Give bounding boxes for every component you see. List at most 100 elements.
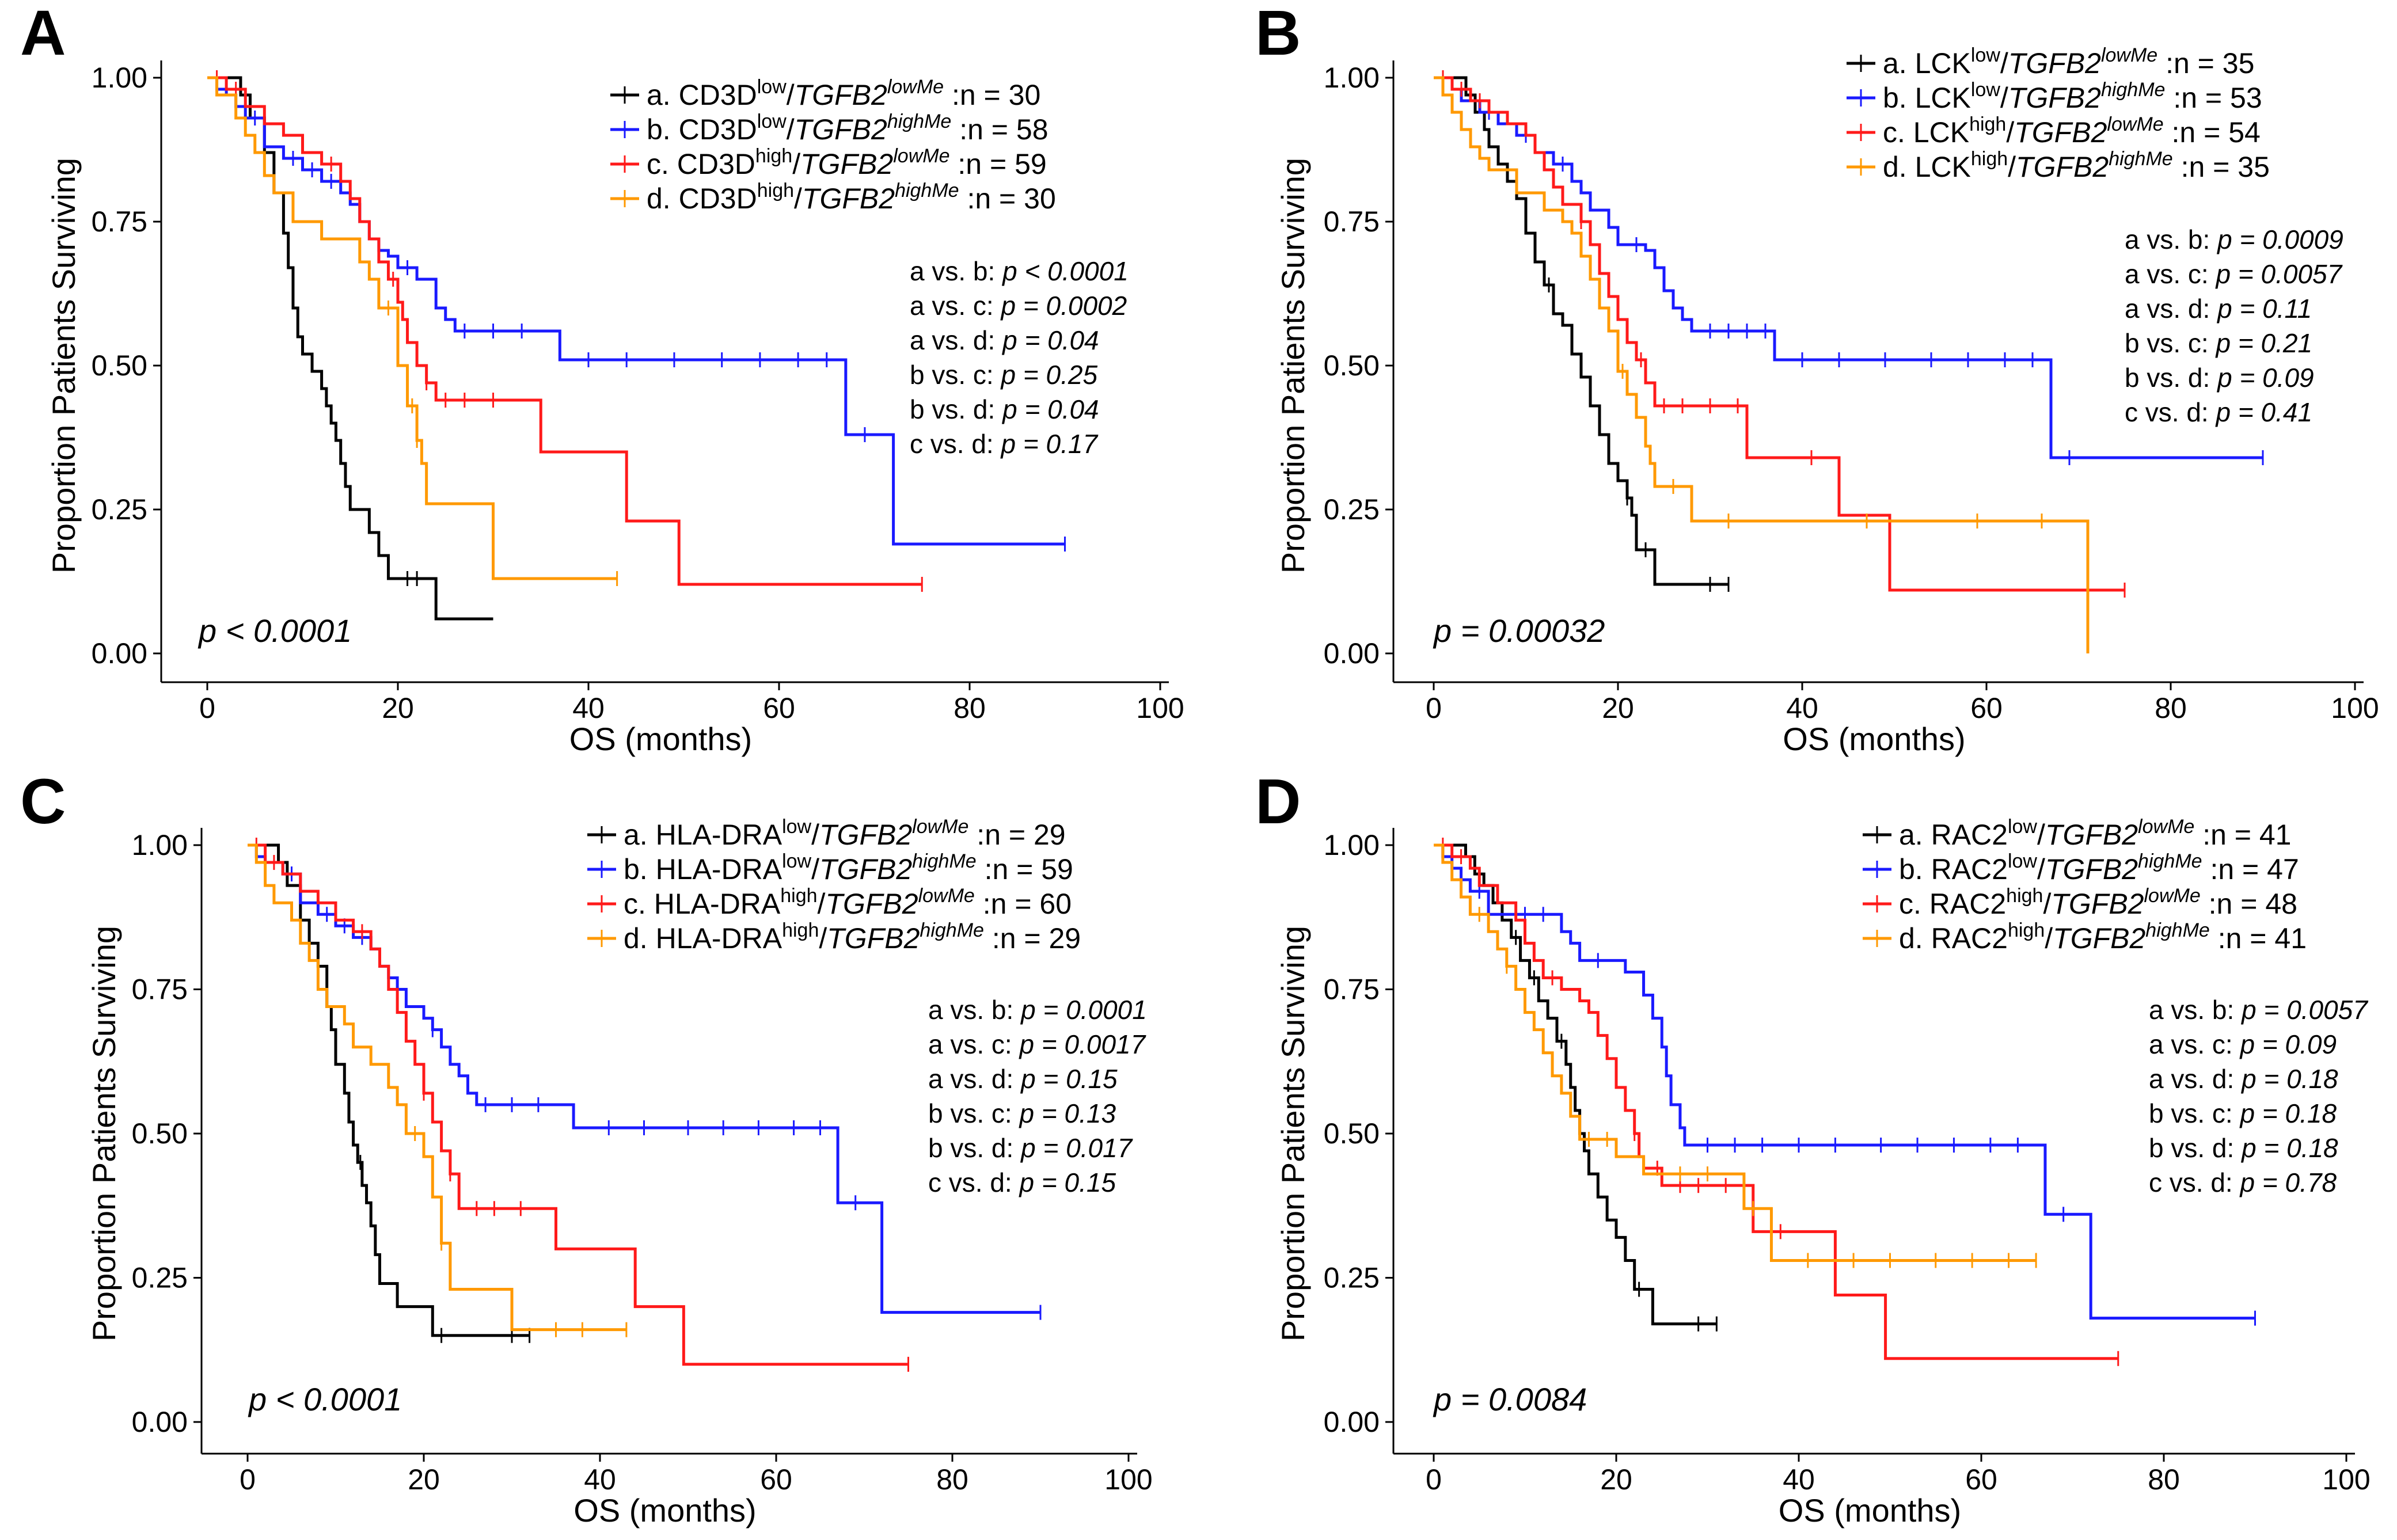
comparison-stat: b vs. d: p = 0.09 — [2125, 363, 2314, 393]
comparison-stat: a vs. b: p = 0.0001 — [928, 995, 1147, 1025]
x-tick-label: 60 — [1965, 1463, 1997, 1496]
x-axis-title: OS (months) — [1783, 721, 1965, 757]
survival-curve-a — [207, 76, 493, 621]
x-tick-label: 0 — [199, 692, 215, 724]
x-tick-label: 0 — [1426, 1463, 1442, 1496]
comparison-stat: a vs. c: p = 0.0002 — [910, 291, 1127, 321]
x-axis-title: OS (months) — [1779, 1492, 1961, 1528]
y-tick-label: 1.00 — [1324, 829, 1380, 861]
x-tick-label: 60 — [763, 692, 795, 724]
survival-curve-c — [248, 843, 909, 1366]
survival-curve-c — [1434, 76, 2125, 592]
x-tick-label: 20 — [382, 692, 414, 724]
x-tick-label: 80 — [936, 1463, 968, 1496]
comparison-stat: b vs. d: p = 0.04 — [910, 394, 1099, 424]
comparison-stat: c vs. d: p = 0.15 — [928, 1168, 1116, 1197]
x-tick-label: 60 — [1970, 692, 2003, 724]
panel-letter: C — [20, 766, 66, 837]
y-tick-label: 1.00 — [92, 62, 147, 94]
comparison-stat: a vs. d: p = 0.11 — [2125, 294, 2312, 324]
survival-curve-b — [1434, 843, 2255, 1320]
y-tick-label: 1.00 — [132, 829, 188, 861]
survival-curve-d — [1434, 76, 2090, 653]
y-axis-title: Proportion Patients Surviving — [1275, 158, 1311, 573]
overall-p-value: p = 0.00032 — [1433, 613, 1605, 649]
comparison-stat: b vs. d: p = 0.017 — [928, 1133, 1133, 1163]
y-tick-label: 0.50 — [132, 1117, 188, 1150]
x-tick-label: 20 — [408, 1463, 440, 1496]
km-panel-a: A 0.00 0.25 0.50 0.75 1.00 0 20 40 60 80 100 OS (mon… — [20, 0, 1184, 757]
y-tick-label: 1.00 — [1324, 62, 1380, 94]
overall-p-value: p < 0.0001 — [197, 613, 352, 649]
y-axis-title: Proportion Patients Surviving — [1275, 926, 1311, 1341]
panel-letter: B — [1255, 0, 1301, 69]
legend-entry-d: d. CD3Dhigh/TGFB2highMe :n = 30 — [647, 180, 1056, 215]
legend-entry-b: b. HLA-DRAlow/TGFB2highMe :n = 59 — [624, 850, 1073, 885]
x-tick-label: 40 — [1786, 692, 1818, 724]
comparison-stat: a vs. c: p = 0.0017 — [928, 1029, 1146, 1059]
x-axis-title: OS (months) — [569, 721, 752, 757]
legend-entry-a: a. CD3Dlow/TGFB2lowMe :n = 30 — [647, 76, 1040, 111]
y-tick-label: 0.00 — [1324, 637, 1380, 670]
legend-entry-d: d. RAC2high/TGFB2highMe :n = 41 — [1899, 919, 2307, 955]
comparison-stat: c vs. d: p = 0.17 — [910, 429, 1098, 459]
survival-curve-c — [207, 76, 922, 586]
comparison-stat: c vs. d: p = 0.41 — [2125, 397, 2312, 427]
x-tick-label: 100 — [2322, 1463, 2370, 1496]
y-tick-label: 0.50 — [1324, 349, 1380, 382]
y-tick-label: 0.25 — [92, 493, 147, 526]
y-tick-label: 0.75 — [92, 206, 147, 238]
panel-letter: D — [1255, 766, 1301, 837]
x-axis-title: OS (months) — [573, 1492, 756, 1528]
x-tick-label: 0 — [1426, 692, 1442, 724]
comparison-stat: b vs. d: p = 0.18 — [2149, 1133, 2338, 1163]
y-tick-label: 0.25 — [132, 1262, 188, 1294]
x-tick-label: 80 — [2148, 1463, 2180, 1496]
x-tick-label: 80 — [954, 692, 986, 724]
x-tick-label: 100 — [1104, 1463, 1152, 1496]
comparison-stat: a vs. d: p = 0.18 — [2149, 1064, 2338, 1094]
legend-entry-b: b. CD3Dlow/TGFB2highMe :n = 58 — [647, 111, 1049, 146]
legend-entry-a: a. RAC2low/TGFB2lowMe :n = 41 — [1899, 816, 2292, 851]
comparison-stat: c vs. d: p = 0.78 — [2149, 1168, 2337, 1197]
survival-curve-d — [207, 76, 617, 580]
km-panel-b: B 0.00 0.25 0.50 0.75 1.00 0 20 40 60 80 100 OS (mon… — [1255, 0, 2379, 757]
comparison-stat: a vs. c: p = 0.09 — [2149, 1029, 2337, 1059]
survival-curve-c — [1434, 843, 2118, 1360]
x-tick-label: 0 — [240, 1463, 256, 1496]
comparison-stat: a vs. c: p = 0.0057 — [2125, 259, 2343, 289]
x-tick-label: 20 — [1600, 1463, 1632, 1496]
comparison-stat: a vs. d: p = 0.15 — [928, 1064, 1118, 1094]
y-tick-label: 0.00 — [132, 1406, 188, 1438]
y-tick-label: 0.00 — [1324, 1406, 1380, 1438]
legend-entry-a: a. HLA-DRAlow/TGFB2lowMe :n = 29 — [624, 816, 1066, 851]
comparison-stat: a vs. b: p = 0.0057 — [2149, 995, 2368, 1025]
panel-letter: A — [20, 0, 66, 69]
comparison-stat: b vs. c: p = 0.25 — [910, 360, 1097, 390]
survival-curve-a — [248, 843, 530, 1337]
legend-entry-b: b. LCKlow/TGFB2highMe :n = 53 — [1883, 79, 2262, 114]
x-tick-label: 100 — [2331, 692, 2379, 724]
legend-entry-a: a. LCKlow/TGFB2lowMe :n = 35 — [1883, 44, 2254, 79]
x-tick-label: 20 — [1602, 692, 1634, 724]
y-tick-label: 0.75 — [1324, 974, 1380, 1006]
survival-curve-d — [248, 843, 626, 1332]
survival-curve-a — [1434, 843, 1717, 1326]
km-panel-c: C 0.00 0.25 0.50 0.75 1.00 0 20 40 60 80 100 OS (mon… — [20, 766, 1153, 1528]
comparison-stat: b vs. c: p = 0.13 — [928, 1098, 1116, 1128]
y-tick-label: 0.25 — [1324, 1262, 1380, 1294]
legend-entry-c: c. LCKhigh/TGFB2lowMe :n = 54 — [1883, 113, 2261, 149]
y-tick-label: 0.75 — [1324, 206, 1380, 238]
overall-p-value: p = 0.0084 — [1433, 1381, 1587, 1417]
legend-entry-d: d. HLA-DRAhigh/TGFB2highMe :n = 29 — [624, 919, 1081, 955]
survival-curve-a — [1434, 76, 1729, 586]
y-tick-label: 0.50 — [92, 349, 147, 382]
comparison-stat: b vs. c: p = 0.21 — [2125, 328, 2312, 358]
km-panel-d: D 0.00 0.25 0.50 0.75 1.00 0 20 40 60 80 100 OS (mon… — [1255, 766, 2371, 1528]
legend-entry-c: c. RAC2high/TGFB2lowMe :n = 48 — [1899, 885, 2297, 920]
legend-entry-c: c. HLA-DRAhigh/TGFB2lowMe :n = 60 — [624, 885, 1072, 920]
legend-entry-c: c. CD3Dhigh/TGFB2lowMe :n = 59 — [647, 145, 1047, 180]
legend-entry-d: d. LCKhigh/TGFB2highMe :n = 35 — [1883, 148, 2270, 183]
y-tick-label: 0.75 — [132, 974, 188, 1006]
